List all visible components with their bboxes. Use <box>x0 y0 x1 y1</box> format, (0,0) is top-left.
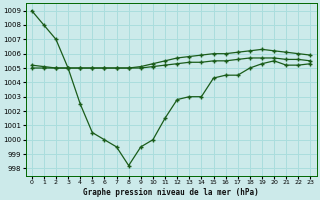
X-axis label: Graphe pression niveau de la mer (hPa): Graphe pression niveau de la mer (hPa) <box>83 188 259 197</box>
